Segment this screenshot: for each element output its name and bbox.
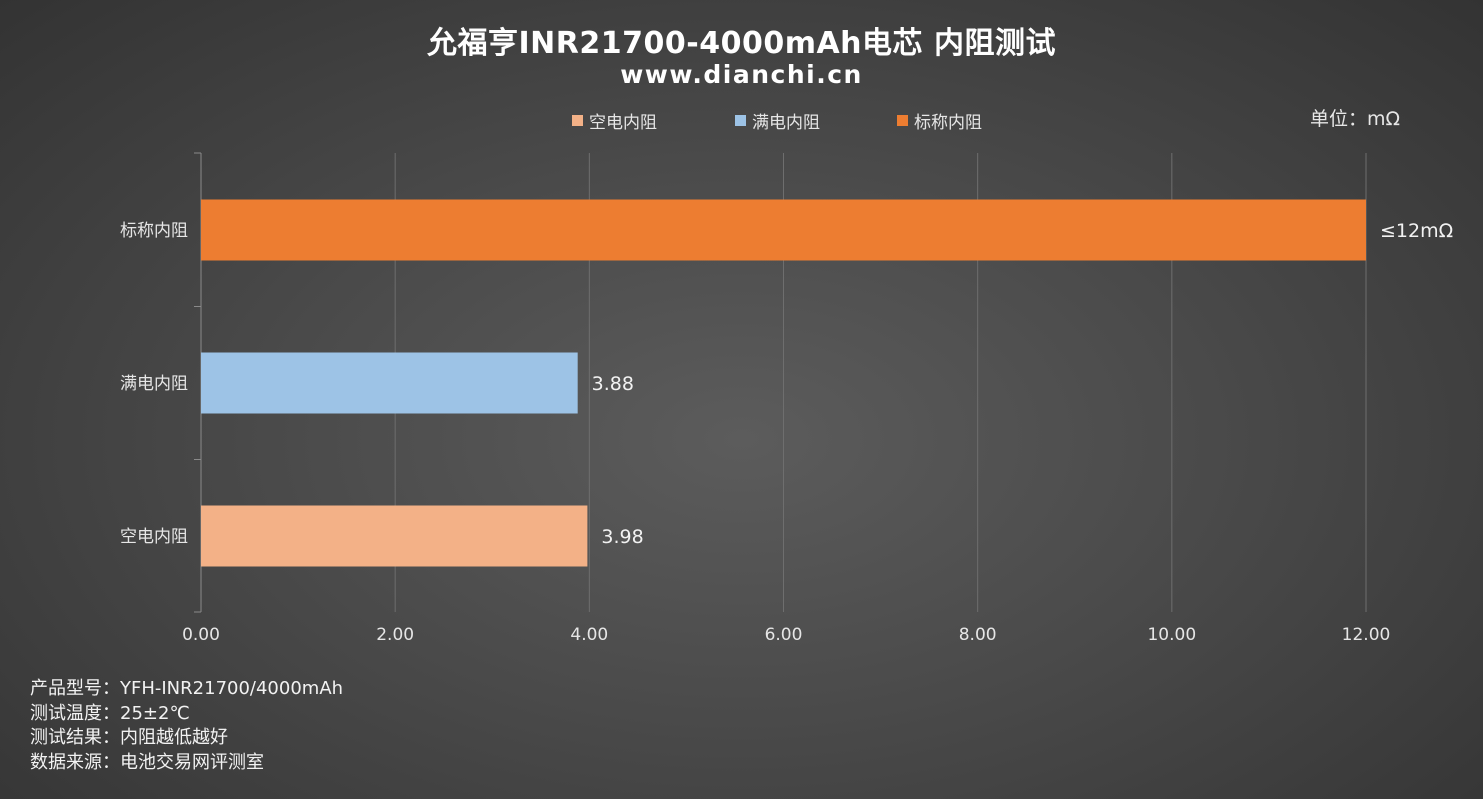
x-tick-label: 12.00 xyxy=(1342,625,1391,645)
x-tick-label: 2.00 xyxy=(376,625,414,645)
chart-subtitle: www.dianchi.cn xyxy=(620,60,863,89)
category-label: 满电内阻 xyxy=(120,374,188,394)
category-label: 标称内阻 xyxy=(120,221,188,241)
data-label: 3.88 xyxy=(592,373,634,395)
unit-label: 单位：mΩ xyxy=(1310,108,1401,130)
legend-swatch-nominal xyxy=(897,115,908,126)
legend: 空电内阻 满电内阻 标称内阻 xyxy=(0,108,1483,133)
category-label: 空电内阻 xyxy=(120,527,188,547)
legend-label-nominal: 标称内阻 xyxy=(914,113,982,133)
note-source: 数据来源：电池交易网评测室 xyxy=(30,751,264,773)
legend-label-empty: 空电内阻 xyxy=(589,113,657,133)
bar xyxy=(201,505,588,567)
note-result: 测试结果：内阻越低越好 xyxy=(30,727,228,748)
data-label: ≤12mΩ xyxy=(1380,220,1453,242)
legend-swatch-full xyxy=(735,115,746,126)
legend-item-full: 满电内阻 xyxy=(735,108,820,133)
note-temperature: 测试温度：25±2℃ xyxy=(30,702,190,724)
bar xyxy=(201,352,578,414)
chart-title: 允福亨INR21700-4000mAh电芯 内阻测试 xyxy=(427,26,1056,61)
x-tick-label: 4.00 xyxy=(570,625,608,645)
notes: 产品型号：YFH-INR21700/4000mAh 测试温度：25±2℃ 测试结… xyxy=(30,677,343,775)
legend-label-full: 满电内阻 xyxy=(752,113,820,133)
data-label: 3.98 xyxy=(601,526,643,548)
x-tick-label: 10.00 xyxy=(1147,625,1196,645)
legend-item-empty: 空电内阻 xyxy=(572,108,657,133)
x-tick-label: 6.00 xyxy=(765,625,803,645)
bar xyxy=(201,199,1366,261)
legend-swatch-empty xyxy=(572,115,583,126)
x-tick-label: 0.00 xyxy=(182,625,220,645)
legend-item-nominal: 标称内阻 xyxy=(897,108,982,133)
note-model: 产品型号：YFH-INR21700/4000mAh xyxy=(30,678,344,699)
x-tick-label: 8.00 xyxy=(959,625,997,645)
